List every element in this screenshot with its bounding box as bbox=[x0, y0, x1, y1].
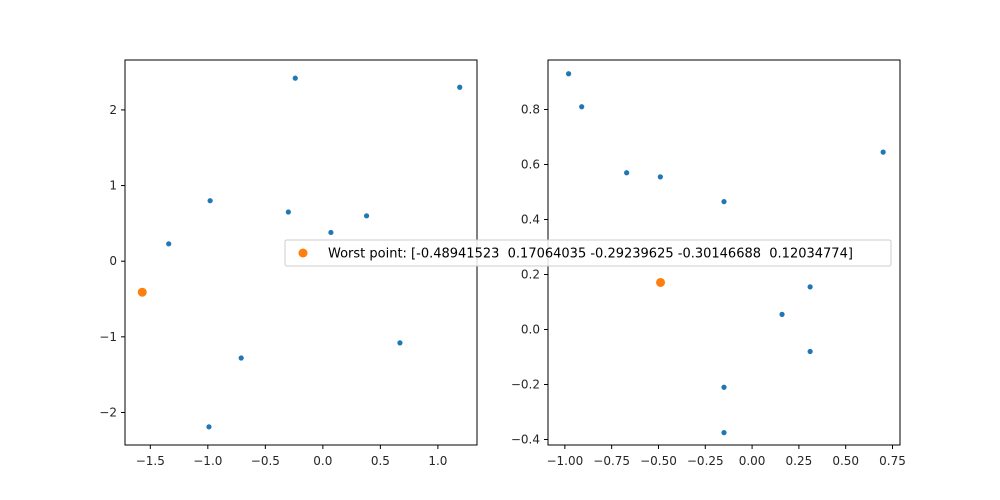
y-tick-label: 0.4 bbox=[521, 213, 540, 227]
x-tick-label: 0.5 bbox=[371, 454, 390, 468]
data-point bbox=[285, 209, 291, 215]
data-point bbox=[292, 75, 298, 81]
y-tick-label: −1 bbox=[99, 330, 117, 344]
x-tick-label: 0.25 bbox=[786, 454, 813, 468]
worst-point-marker bbox=[137, 287, 147, 297]
y-tick-label: 2 bbox=[109, 103, 117, 117]
data-point bbox=[363, 213, 370, 219]
legend: Worst point: [-0.48941523 0.17064035 -0.… bbox=[284, 239, 892, 267]
x-tick-label: −0.5 bbox=[251, 454, 280, 468]
legend-label: Worst point: [-0.48941523 0.17064035 -0.… bbox=[328, 247, 853, 262]
data-point bbox=[624, 170, 630, 176]
data-point bbox=[779, 311, 785, 317]
y-tick-label: −2 bbox=[99, 405, 117, 419]
data-point bbox=[565, 71, 572, 77]
data-point bbox=[166, 241, 172, 247]
x-tick-label: −0.50 bbox=[640, 454, 677, 468]
y-tick-label: 0.8 bbox=[521, 103, 540, 117]
data-point bbox=[579, 104, 585, 110]
x-tick-label: 1.0 bbox=[428, 454, 447, 468]
x-tick-label: 0.75 bbox=[879, 454, 906, 468]
y-tick-label: −0.4 bbox=[511, 433, 540, 447]
x-tick-label: −1.0 bbox=[193, 454, 222, 468]
data-point bbox=[457, 84, 463, 90]
data-point bbox=[238, 355, 244, 361]
data-point bbox=[207, 198, 213, 204]
data-point bbox=[721, 199, 727, 205]
x-tick-label: 0.50 bbox=[832, 454, 859, 468]
data-point bbox=[880, 149, 886, 155]
y-tick-label: −0.2 bbox=[511, 378, 540, 392]
y-tick-label: 0.0 bbox=[521, 323, 540, 337]
data-point bbox=[206, 424, 212, 430]
data-point bbox=[657, 174, 663, 180]
data-point bbox=[721, 384, 727, 390]
x-tick-label: −0.25 bbox=[687, 454, 724, 468]
legend-frame bbox=[284, 239, 892, 267]
left-scatter-axes: −1.5 −1.0 −0.5 0.0 0.5 1.0 −2 −1 0 1 2 bbox=[99, 59, 478, 468]
legend-marker bbox=[298, 248, 308, 258]
data-point bbox=[397, 340, 403, 346]
x-tick-label: 0.0 bbox=[313, 454, 332, 468]
data-point bbox=[328, 229, 334, 236]
x-tick-label: −1.00 bbox=[546, 454, 583, 468]
y-tick-label: 0 bbox=[109, 254, 117, 268]
worst-point-marker bbox=[656, 277, 666, 287]
x-tick-label: −1.5 bbox=[136, 454, 165, 468]
y-tick-label: 0.2 bbox=[521, 268, 540, 282]
x-tick-label: 0.00 bbox=[739, 454, 766, 468]
data-point bbox=[721, 430, 727, 436]
y-tick-label: 1 bbox=[109, 179, 117, 193]
data-point bbox=[807, 348, 813, 355]
x-tick-label: −0.75 bbox=[593, 454, 630, 468]
y-tick-label: 0.6 bbox=[521, 158, 540, 172]
data-point bbox=[807, 284, 813, 290]
